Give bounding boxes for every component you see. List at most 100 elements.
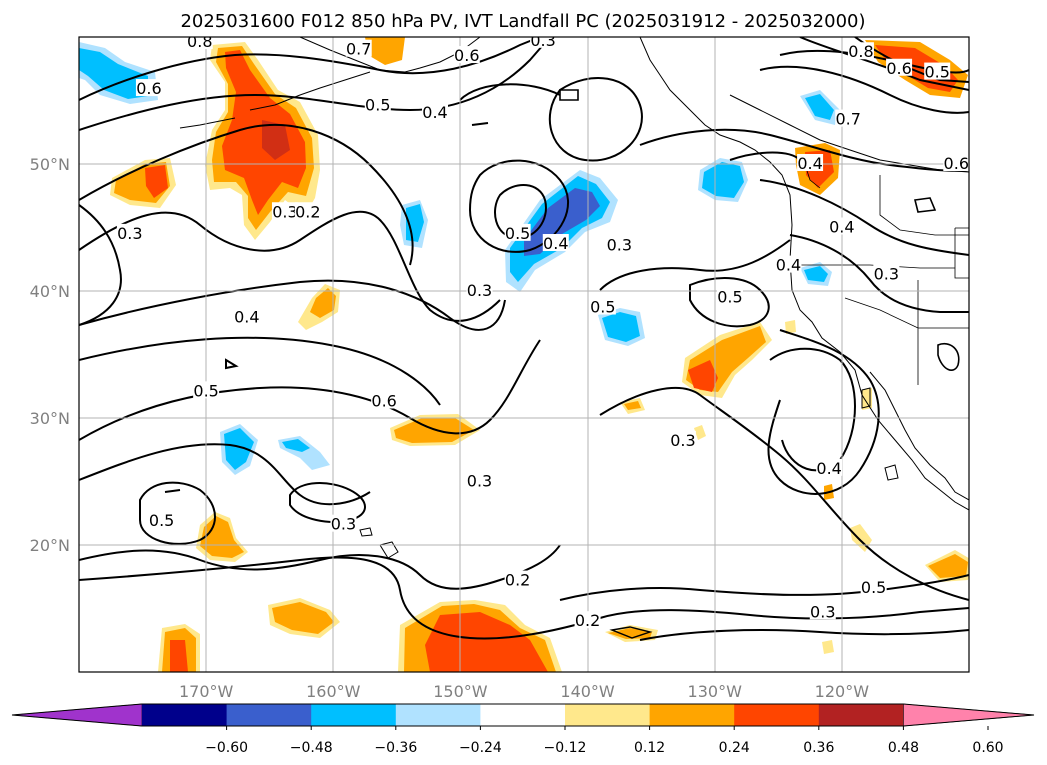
contour-label: 0.6 [886,59,911,78]
lon-tick-label: 120°W [815,682,870,701]
colorbar-tick-label: −0.60 [205,740,248,756]
contour-label: 0.3 [331,515,356,534]
contour-label: 0.3 [810,602,835,621]
contour-label-bg [271,202,298,220]
contour-label-bg [116,223,143,241]
contour-label-bg [542,234,569,252]
colorbar-outline [11,703,1035,727]
contour-label-bg [716,287,743,305]
contour-label: 0.2 [295,202,320,221]
colorbar-extend-low [11,703,143,727]
contour-label-bg [371,391,398,409]
contour-label-bg [924,62,951,80]
contour-label-bg [606,235,633,253]
contour-label: 0.5 [861,578,886,597]
contour-label: 0.3 [467,281,492,300]
contour-label-bg [574,611,601,629]
contour-label-bg [669,430,696,448]
contour-label-bg [886,58,913,76]
contour-label-bg [504,223,531,241]
colorbar-tick-label: 0.12 [634,740,665,756]
contour-label: 0.5 [193,381,218,400]
contour-label-bg [294,202,321,220]
contour-label: 0.3 [272,202,297,221]
lon-tick-label: 170°W [179,682,234,701]
contour-label-bg [345,39,372,57]
contour-label: 0.6 [454,46,479,65]
contour-label-bg [797,154,824,171]
colorbar-tick-label: 0.24 [719,740,750,756]
contour-label: 0.8 [848,42,873,61]
contour-label-bg [860,578,887,596]
contour-label-bg [422,103,448,121]
contour-label-bg [466,281,493,298]
contour-label-bg [847,42,874,60]
contour-label-bg [828,217,855,235]
contour-label: 0.5 [149,511,174,530]
lon-tick-label: 160°W [306,682,361,701]
contour-label: 0.3 [607,235,632,254]
map-panel: 0.8 0.7 0.6 0.3 0.8 0.6 0.5 0.6 0.5 0.4 0.7 0.4 0.6 0… [78,31,970,673]
colorbar-segment [734,704,820,726]
contour-label: 0.3 [467,472,492,491]
negative-anomaly-shading [79,42,840,475]
contour-label: 0.5 [924,63,949,82]
contour-label: 0.3 [530,31,555,50]
colorbar-tick-label: 0.60 [972,740,1003,756]
contour-label-bg [816,458,843,476]
contour-label: 0.4 [797,154,822,173]
contour-label-bg [809,602,836,620]
contour-label: 0.3 [874,264,899,283]
colorbar-segment [565,704,651,726]
positive-anomaly-shading [110,37,969,672]
colorbar-tick-label: 0.36 [803,740,834,756]
colorbar-tick-label: 0.48 [888,740,919,756]
colorbar-segment [226,704,312,726]
contour-label-bg [135,79,162,97]
contour-label: 0.5 [365,96,390,115]
lat-tick-label: 30°N [30,409,70,428]
axis-tick-labels: 170°W 160°W 150°W 140°W 130°W 120°W 50°N 40°N 30… [30,155,870,701]
colorbar-segment [142,704,228,726]
contour-label-bg [775,255,802,273]
contour-label: 0.7 [346,40,371,59]
colorbar-segment [395,704,481,726]
contour-label-bg [589,297,616,315]
contour-label: 0.4 [829,218,854,237]
colorbar: −0.60 −0.48 −0.36 −0.24 −0.12 0.12 0.24 0.36 0.4… [11,703,1035,756]
contour-label: 0.4 [543,234,568,253]
contour-label-bg [148,510,175,528]
contour-label: 0.3 [670,431,695,450]
contour-label-bg [504,570,531,588]
contour-label: 0.4 [816,459,841,478]
contour-label-bg [186,37,213,50]
colorbar-segment [649,704,735,726]
contour-label-bg [330,514,357,532]
contour-labels: 0.8 0.7 0.6 0.3 0.8 0.6 0.5 0.6 0.5 0.4 0.7 0.4 0.6 0… [116,31,969,630]
contour-label: 0.5 [717,287,742,306]
lon-tick-label: 150°W [433,682,488,701]
contour-label-bg [193,381,220,399]
colorbar-extend-high [903,703,1035,727]
contour-label: 0.4 [422,103,447,122]
colorbar-segment [818,704,904,726]
lat-tick-label: 50°N [30,155,70,174]
lat-tick-label: 20°N [30,536,70,555]
lat-tick-label: 40°N [30,282,70,301]
contour-label: 0.6 [371,391,396,410]
map-fields: 0.8 0.7 0.6 0.3 0.8 0.6 0.5 0.6 0.5 0.4 0.7 0.4 0.6 0… [79,31,969,672]
contour-label-bg [466,471,493,489]
contour-label: 0.3 [117,224,142,243]
colorbar-tick-label: −0.36 [374,740,417,756]
colorbar-tick-label: −0.48 [290,740,333,756]
colorbar-segment [480,704,566,726]
contour-label: 0.6 [944,154,969,173]
contour-label-bg [943,154,969,171]
contour-label: 0.5 [505,224,530,243]
colorbar-segment [311,704,397,726]
contour-label-bg [530,37,557,48]
contour-label: 0.4 [234,308,259,327]
contour-label-bg [873,264,900,282]
contour-label: 0.2 [505,571,530,590]
